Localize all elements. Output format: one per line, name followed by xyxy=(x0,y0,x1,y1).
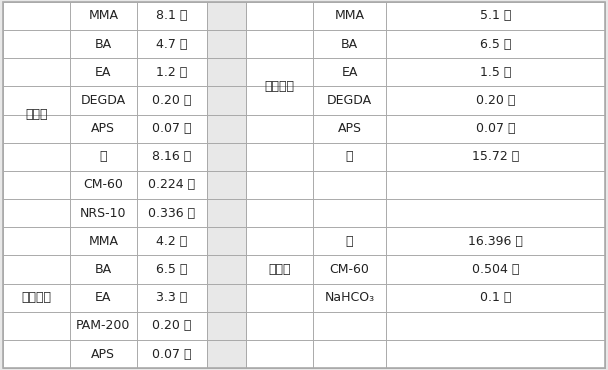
Text: 0.07 份: 0.07 份 xyxy=(152,122,192,135)
Text: APS: APS xyxy=(337,122,362,135)
Text: 水: 水 xyxy=(346,235,353,248)
Text: DEGDA: DEGDA xyxy=(327,94,372,107)
Text: PAM-200: PAM-200 xyxy=(76,319,131,332)
Text: 0.20 份: 0.20 份 xyxy=(152,94,192,107)
Text: EA: EA xyxy=(342,66,358,79)
Text: 1.5 份: 1.5 份 xyxy=(480,66,511,79)
Text: BA: BA xyxy=(341,38,358,51)
Text: MMA: MMA xyxy=(88,235,119,248)
Text: 15.72 份: 15.72 份 xyxy=(472,150,519,163)
Text: 16.396 份: 16.396 份 xyxy=(468,235,523,248)
Text: MMA: MMA xyxy=(88,10,119,23)
Bar xyxy=(207,2,246,368)
Text: 8.16 份: 8.16 份 xyxy=(152,150,192,163)
Text: APS: APS xyxy=(91,122,116,135)
Text: 1.2 份: 1.2 份 xyxy=(156,66,187,79)
Text: 0.224 份: 0.224 份 xyxy=(148,178,195,192)
Text: NRS-10: NRS-10 xyxy=(80,207,126,220)
Text: 底液：: 底液： xyxy=(268,263,291,276)
Text: 4.2 份: 4.2 份 xyxy=(156,235,187,248)
Text: APS: APS xyxy=(91,347,116,360)
Text: 3.3 份: 3.3 份 xyxy=(156,291,187,304)
Text: 0.07 份: 0.07 份 xyxy=(476,122,515,135)
Text: 核层：: 核层： xyxy=(25,108,48,121)
Text: CM-60: CM-60 xyxy=(83,178,123,192)
Text: 4.7 份: 4.7 份 xyxy=(156,38,187,51)
Text: 0.07 份: 0.07 份 xyxy=(152,347,192,360)
Text: EA: EA xyxy=(95,291,111,304)
Text: BA: BA xyxy=(95,263,112,276)
Text: BA: BA xyxy=(95,38,112,51)
Text: 5.1 份: 5.1 份 xyxy=(480,10,511,23)
Text: MMA: MMA xyxy=(334,10,365,23)
Text: 0.336 份: 0.336 份 xyxy=(148,207,195,220)
Text: 0.20 份: 0.20 份 xyxy=(476,94,515,107)
Text: 0.504 份: 0.504 份 xyxy=(472,263,519,276)
Text: EA: EA xyxy=(95,66,111,79)
Text: DEGDA: DEGDA xyxy=(81,94,126,107)
Text: 6.5 份: 6.5 份 xyxy=(480,38,511,51)
Text: 0.1 份: 0.1 份 xyxy=(480,291,511,304)
Text: 最外层：: 最外层： xyxy=(21,291,52,304)
Text: 8.1 份: 8.1 份 xyxy=(156,10,187,23)
Text: NaHCO₃: NaHCO₃ xyxy=(325,291,375,304)
Text: CM-60: CM-60 xyxy=(330,263,370,276)
Text: 6.5 份: 6.5 份 xyxy=(156,263,187,276)
Text: 0.20 份: 0.20 份 xyxy=(152,319,192,332)
Text: 中间层：: 中间层： xyxy=(264,80,295,93)
Text: 水: 水 xyxy=(100,150,107,163)
Text: 水: 水 xyxy=(346,150,353,163)
